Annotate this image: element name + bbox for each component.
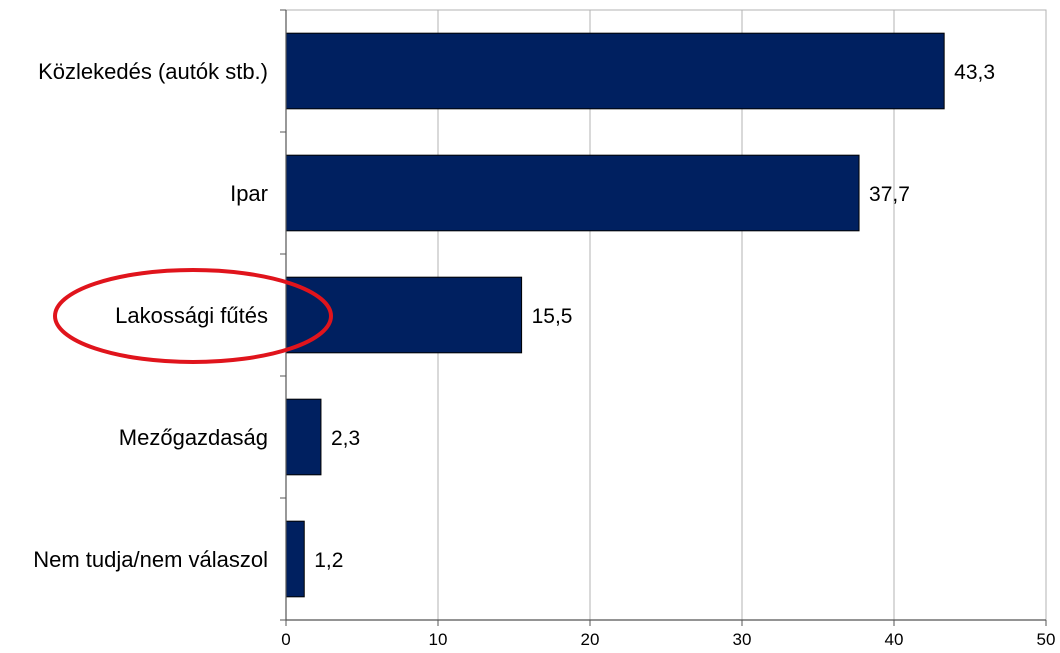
category-label: Lakossági fűtés	[115, 303, 268, 328]
data-label: 43,3	[954, 61, 995, 84]
bars	[285, 32, 945, 598]
data-label: 15,5	[532, 305, 573, 328]
x-tick-label: 30	[733, 630, 752, 649]
x-tick-label: 40	[885, 630, 904, 649]
data-label: 1,2	[314, 549, 343, 572]
data-label: 37,7	[869, 183, 910, 206]
bar	[285, 154, 860, 232]
axes	[280, 9, 1047, 626]
x-tick-label: 50	[1037, 630, 1056, 649]
bar	[285, 398, 322, 476]
highlight	[53, 268, 333, 364]
category-label: Nem tudja/nem válaszol	[33, 547, 268, 572]
category-label: Ipar	[230, 181, 268, 206]
x-tick-label: 0	[281, 630, 290, 649]
bar	[285, 276, 523, 354]
x-tick-label: 20	[581, 630, 600, 649]
bar	[285, 32, 945, 110]
category-label: Mezőgazdaság	[119, 425, 268, 450]
category-label: Közlekedés (autók stb.)	[38, 59, 268, 84]
x-tick-label: 10	[429, 630, 448, 649]
highlight-ellipse	[53, 268, 333, 364]
labels: 0 10 20 30 40 50 43,3 Közlekedés (autók stb.) 37…	[33, 59, 1055, 649]
bar	[285, 520, 305, 598]
data-label: 2,3	[331, 427, 360, 450]
